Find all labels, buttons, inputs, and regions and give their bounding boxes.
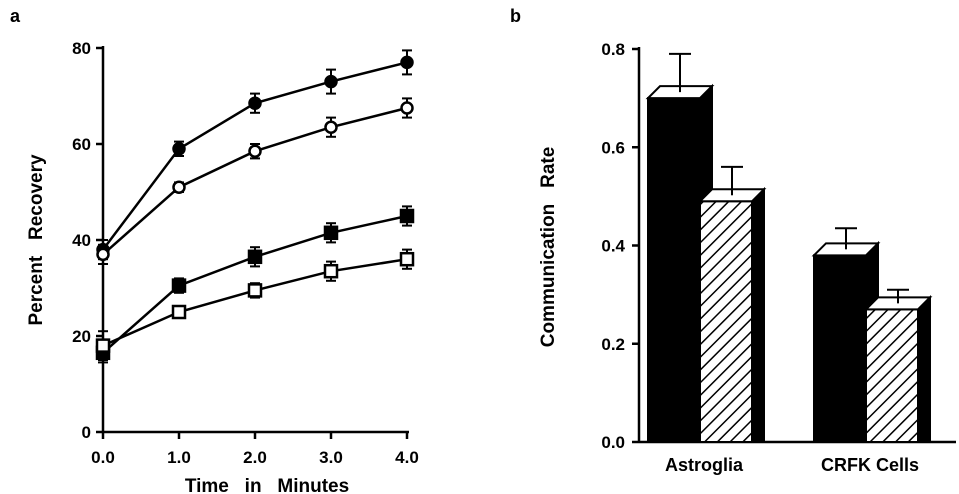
bar-side-face [751,186,765,443]
data-point-open-circle [400,101,414,115]
y-tick-label: 0.0 [601,433,625,452]
y-tick-label: 0.8 [601,40,625,59]
data-point-filled-circle [172,142,186,156]
x-tick-label: 4.0 [395,448,419,467]
panel-a-y-axis-label: Percent Recovery [26,154,47,326]
panel-b-category-labels: Astroglia CRFK Cells [665,455,919,475]
category-label: CRFK Cells [821,455,919,475]
data-point-filled-circle [400,55,414,70]
bar-side-face [917,294,931,443]
data-point-open-square [399,251,415,267]
y-tick-label: 0.4 [601,237,625,256]
panel-b-ticks: 0.0 0.2 0.4 0.6 0.8 [601,40,639,452]
bar-front-face [699,200,753,443]
y-tick-label: 80 [72,39,91,58]
panel-a-markers [95,55,415,361]
panel-b-label: b [510,6,521,26]
x-tick-label: 1.0 [167,448,191,467]
data-point-filled-square [171,278,187,293]
data-point-open-square [95,338,111,353]
data-point-filled-circle [248,96,262,110]
y-tick-label: 0.2 [601,335,625,354]
data-point-filled-square [247,249,263,265]
panel-a-x-axis-label: Time in Minutes [185,476,349,494]
data-point-filled-circle [324,74,338,89]
y-tick-label: 40 [72,231,91,250]
bar-front-face [813,254,867,443]
y-tick-label: 0 [82,423,91,442]
data-point-open-circle [96,247,110,262]
y-tick-label: 0.6 [601,138,625,157]
data-point-filled-square [399,208,415,224]
panel-a: a 0 20 40 60 80 0.0 1.0 2.0 3.0 4.0 Time in Minut… [10,6,419,494]
x-tick-label: 0.0 [91,448,115,467]
series-2-line [102,106,408,256]
series-4-line [102,257,408,347]
bar-front-face [647,97,701,443]
y-tick-label: 60 [72,135,91,154]
data-point-open-circle [324,120,338,134]
data-point-open-circle [248,144,262,158]
data-point-open-square [247,283,263,298]
y-tick-label: 20 [72,327,91,346]
x-tick-label: 2.0 [243,448,267,467]
panel-a-label: a [10,6,21,26]
data-point-filled-square [323,225,339,241]
data-point-open-square [171,304,187,320]
data-point-open-square [323,263,339,279]
panel-a-ticks: 0 20 40 60 80 0.0 1.0 2.0 3.0 4.0 [72,39,419,467]
bar-front-face [865,308,919,443]
data-point-open-circle [172,180,186,194]
x-tick-label: 3.0 [319,448,343,467]
panel-b-y-axis-label: Communication Rate [538,147,559,348]
panel-b: b 0.0 0.2 0.4 0.6 0.8 Astroglia CRFK Cells Co… [510,6,956,475]
panel-b-bars [645,52,933,443]
category-label: Astroglia [665,455,744,475]
